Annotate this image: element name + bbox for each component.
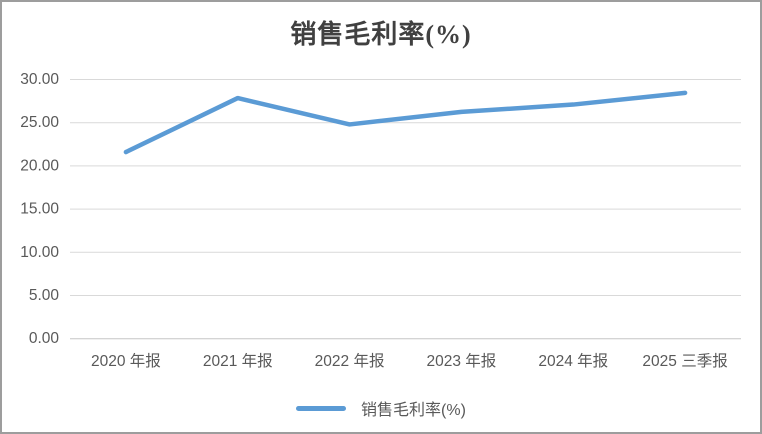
legend-label: 销售毛利率(%) bbox=[361, 402, 466, 419]
y-tick-label: 20.00 bbox=[20, 157, 59, 174]
legend: 销售毛利率(%) bbox=[2, 396, 760, 420]
y-tick-label: 30.00 bbox=[20, 71, 59, 88]
y-tick-label: 10.00 bbox=[20, 244, 59, 261]
series-line bbox=[123, 90, 688, 155]
x-tick-label: 2020 年报 bbox=[91, 352, 161, 370]
chart-title: 销售毛利率(%) bbox=[290, 20, 472, 49]
x-tick-label: 2021 年报 bbox=[203, 352, 273, 370]
y-tick-label: 5.00 bbox=[29, 287, 60, 304]
x-tick-label: 2022 年报 bbox=[315, 352, 385, 370]
y-tick-label: 15.00 bbox=[20, 201, 59, 218]
legend-line-swatch bbox=[296, 405, 347, 411]
x-tick-label: 2025 三季报 bbox=[642, 352, 727, 370]
y-tick-label: 25.00 bbox=[20, 114, 59, 131]
x-tick-label: 2023 年报 bbox=[427, 352, 497, 370]
x-tick-label: 2024 年报 bbox=[538, 352, 608, 370]
y-tick-label: 0.00 bbox=[29, 330, 60, 347]
